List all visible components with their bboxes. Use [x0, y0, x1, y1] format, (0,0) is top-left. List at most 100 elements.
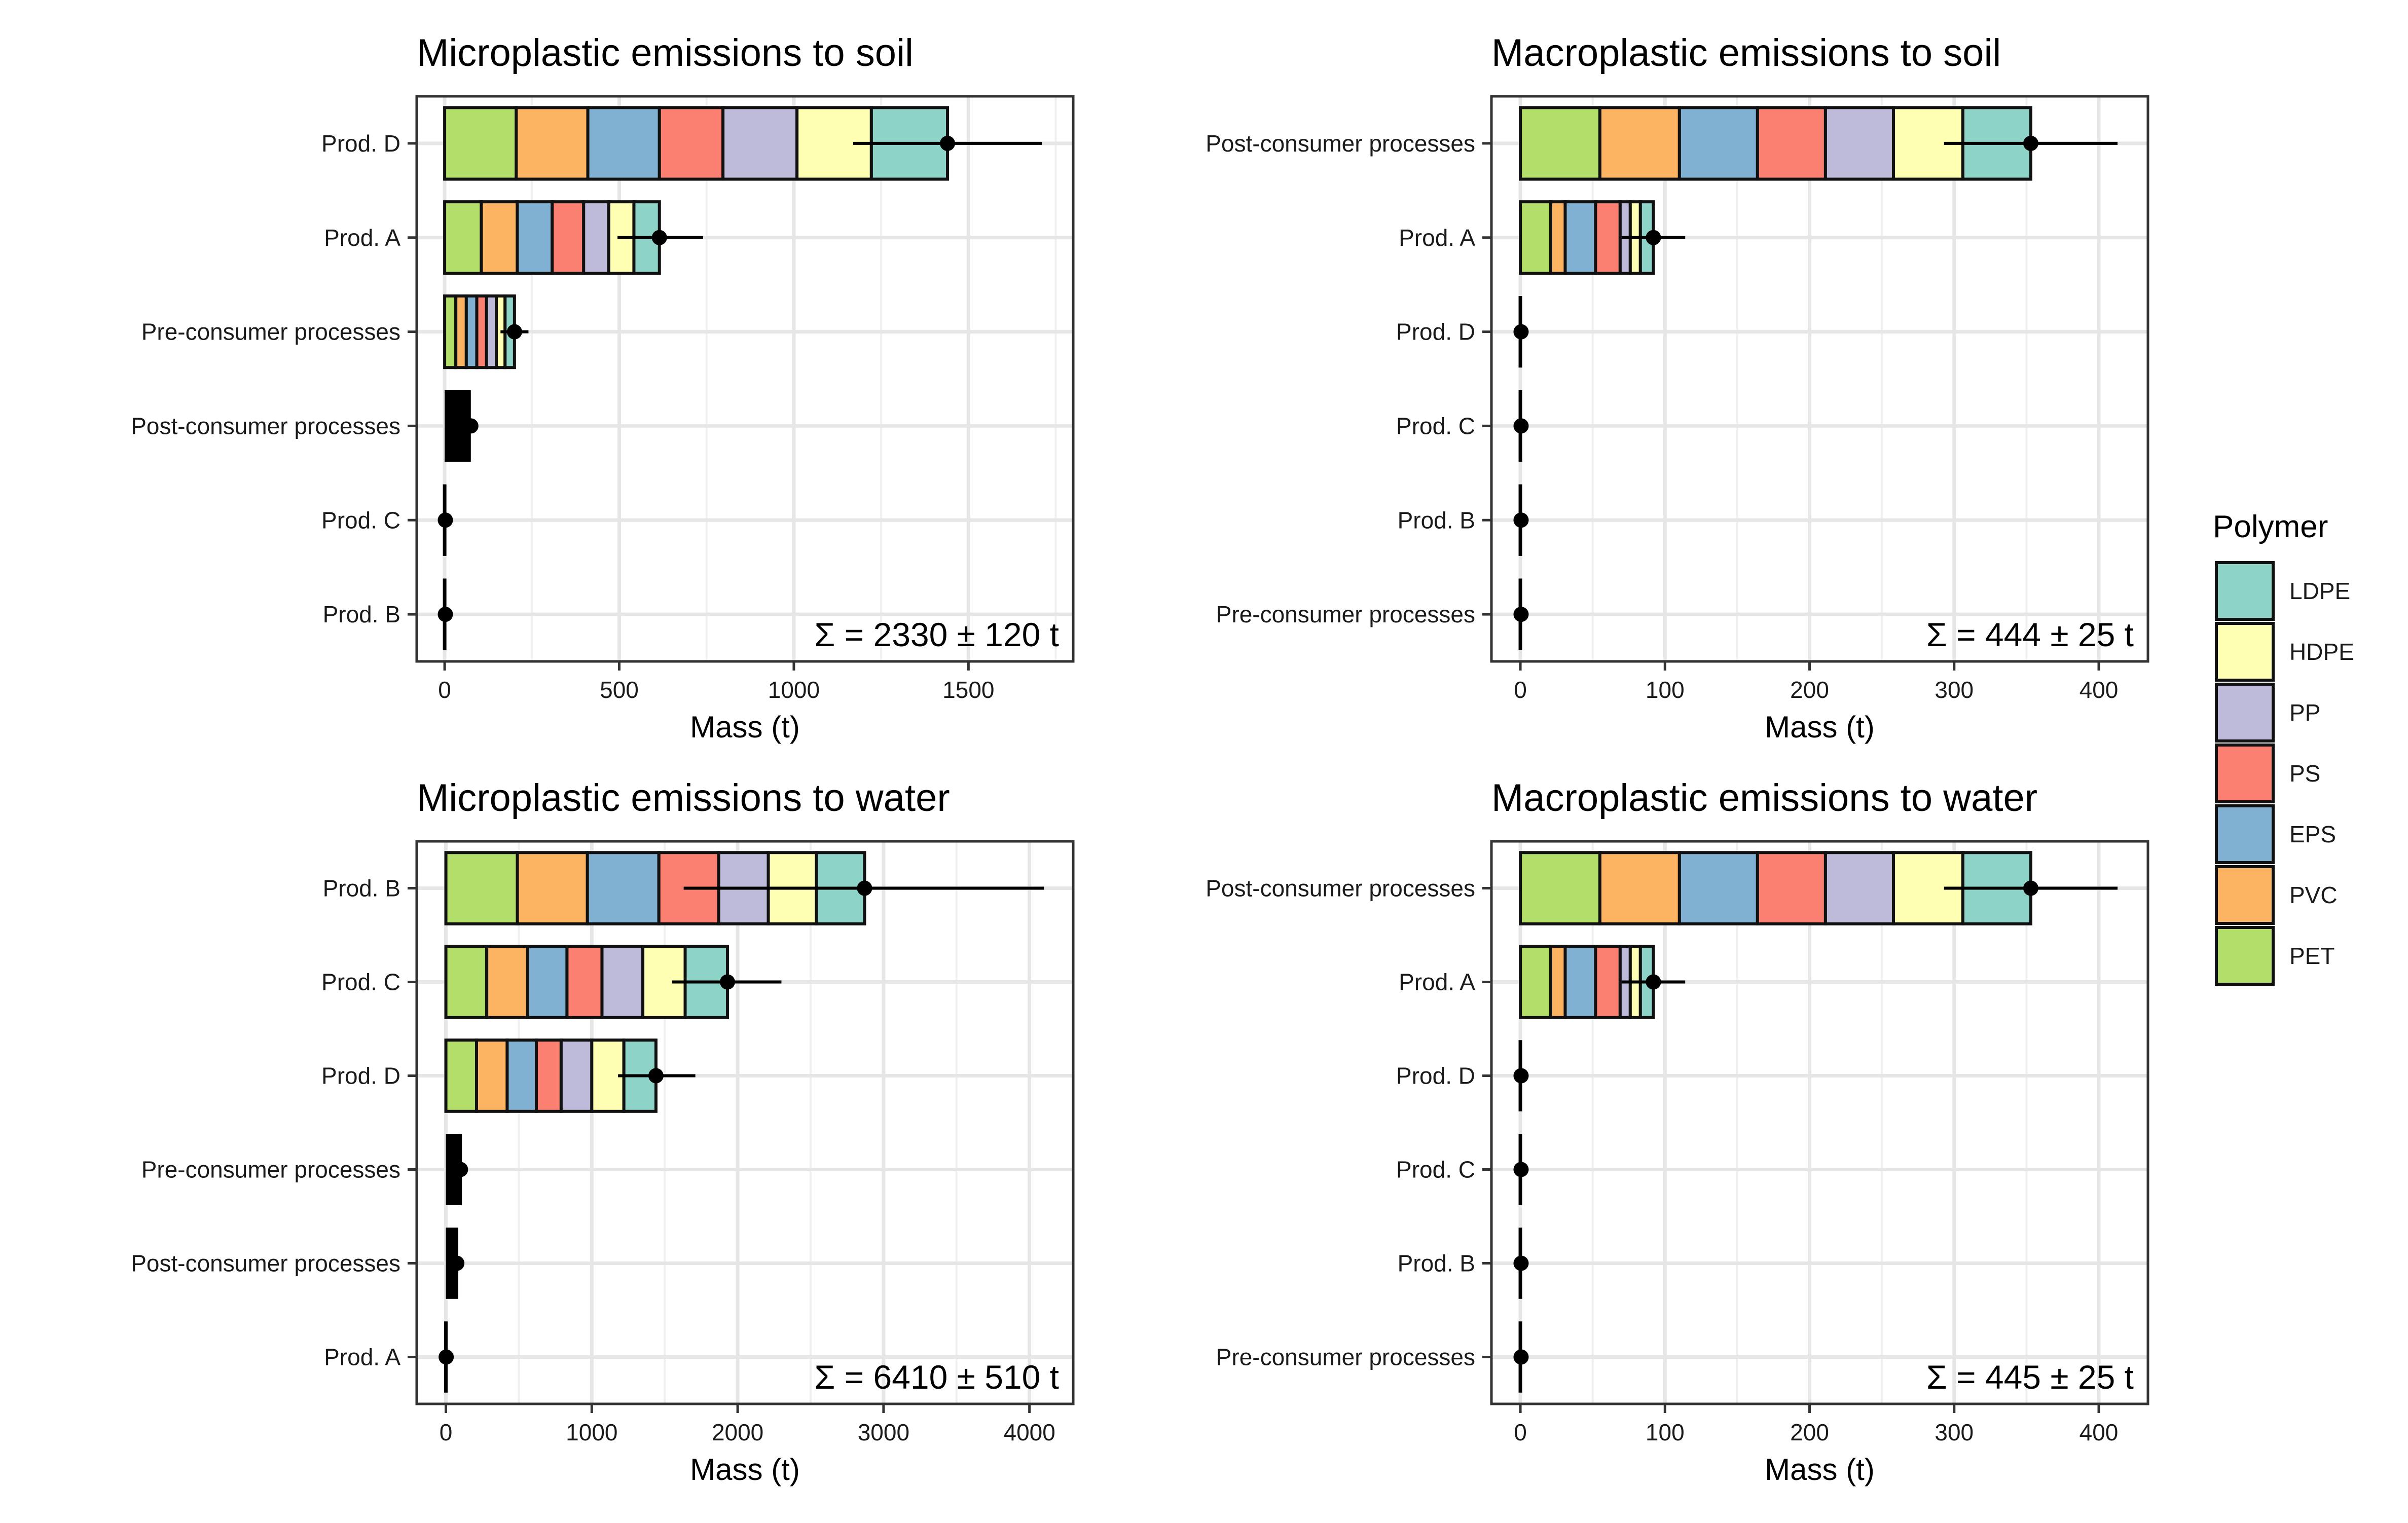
x-tick-label: 1000 — [768, 677, 820, 703]
bar-segment-eps — [1563, 945, 1597, 1019]
y-tick-label: Prod. C — [1396, 413, 1475, 439]
legend-swatch-ps — [2215, 744, 2275, 803]
legend-label-ps: PS — [2289, 760, 2320, 787]
y-tick-label: Prod. B — [323, 875, 400, 902]
y-tick-label: Post-consumer processes — [1206, 875, 1475, 902]
bar-segment-ps — [551, 200, 586, 275]
sum-annotation: Σ = 445 ± 25 t — [1926, 1358, 2134, 1396]
panel-title: Microplastic emissions to soil — [417, 31, 914, 75]
legend-label-ldpe: LDPE — [2289, 578, 2350, 604]
bar-segment-pet — [1519, 106, 1601, 181]
chart-panel-4: Post-consumer processes Prod. A Prod. D Pro… — [1206, 776, 2149, 1487]
bar-segment-pet — [443, 200, 483, 275]
bar-segment-pet — [443, 106, 518, 181]
y-tick-label: Prod. D — [1396, 1063, 1475, 1089]
y-tick-label: Prod. D — [321, 1063, 400, 1089]
x-tick-label: 0 — [1514, 1419, 1527, 1445]
x-tick-label: 200 — [1790, 1419, 1829, 1445]
plot-area — [417, 841, 1073, 1404]
chart-panel-1: Prod. D Prod. A Pre-consumer processes Post… — [131, 31, 1075, 744]
bar-segment-eps — [586, 851, 661, 925]
y-tick-label: Prod. A — [324, 1344, 400, 1370]
x-tick-label: 200 — [1790, 677, 1829, 703]
bar-segment-pp — [559, 1038, 594, 1113]
plot-area — [417, 96, 1073, 661]
total-point — [1513, 1349, 1529, 1365]
legend-swatch-hdpe — [2215, 622, 2275, 682]
bar-segment-ps — [1756, 106, 1827, 181]
x-tick-label: 0 — [438, 677, 451, 703]
total-point — [2023, 135, 2038, 151]
x-tick-label: 1000 — [566, 1419, 617, 1445]
y-tick-label: Prod. B — [1398, 1250, 1475, 1277]
bar-segment-ps — [658, 106, 725, 181]
y-tick-label: Post-consumer processes — [1206, 130, 1475, 157]
total-point — [940, 135, 956, 151]
x-tick-label: 100 — [1646, 677, 1685, 703]
bar-segment-pvc — [485, 945, 529, 1019]
panel-title: Macroplastic emissions to soil — [1491, 31, 2001, 75]
plot-border — [415, 840, 1075, 1405]
sum-annotation: Σ = 2330 ± 120 t — [814, 616, 1059, 653]
y-tick-label: Prod. C — [321, 969, 400, 995]
bar-segment-pet — [1519, 200, 1552, 275]
x-tick-label: 100 — [1646, 1419, 1685, 1445]
y-tick-label: Pre-consumer processes — [141, 1157, 400, 1183]
total-point — [2023, 880, 2038, 896]
bar-segment-pvc — [454, 294, 468, 369]
y-tick-label: Prod. A — [324, 225, 400, 251]
total-point — [439, 1349, 454, 1365]
x-tick-label: 500 — [600, 677, 639, 703]
x-tick-label: 3000 — [858, 1419, 909, 1445]
legend-swatch-pp — [2215, 683, 2275, 742]
total-point — [1513, 512, 1529, 528]
bar-segment-pvc — [475, 1038, 509, 1113]
bar-segment-pvc — [1549, 200, 1567, 275]
bar-segment-eps — [505, 1038, 538, 1113]
total-point — [437, 512, 453, 528]
x-axis-label: Mass (t) — [690, 1453, 800, 1487]
x-axis-label: Mass (t) — [1765, 710, 1875, 744]
y-tick-label: Prod. B — [323, 601, 400, 627]
legend: Polymer LDPE HDPE PP PS EPS PVC PET — [2213, 509, 2354, 986]
sum-annotation: Σ = 6410 ± 510 t — [814, 1358, 1059, 1396]
bar-segment-ps — [1756, 851, 1827, 925]
bar-segment-pvc — [1598, 106, 1681, 181]
bar-segment-pet — [1519, 945, 1552, 1019]
legend-swatch-ldpe — [2215, 561, 2275, 621]
x-tick-label: 4000 — [1003, 1419, 1055, 1445]
plot-border — [415, 95, 1075, 663]
bar-segment-pp — [600, 945, 645, 1019]
y-tick-label: Prod. C — [1396, 1157, 1475, 1183]
y-tick-label: Prod. C — [321, 507, 400, 533]
y-tick-label: Pre-consumer processes — [141, 319, 400, 345]
total-point — [648, 1068, 664, 1084]
total-point — [1513, 324, 1529, 340]
bar-segment-pet — [444, 851, 519, 925]
y-tick-label: Prod. A — [1399, 225, 1475, 251]
bar-segment-eps — [586, 106, 661, 181]
bar-segment-eps — [1563, 200, 1597, 275]
bar-segment-ps — [565, 945, 604, 1019]
y-tick-label: Prod. D — [321, 130, 400, 157]
bar-segment-ps — [1594, 945, 1622, 1019]
legend-swatch-pet — [2215, 926, 2275, 986]
legend-title: Polymer — [2213, 509, 2328, 544]
bar-segment-pet — [444, 945, 489, 1019]
chart-panel-2: Post-consumer processes Prod. A Prod. D Pro… — [1206, 31, 2149, 744]
total-point — [1513, 1162, 1529, 1177]
total-point — [1513, 1255, 1529, 1271]
panel-title: Microplastic emissions to water — [417, 776, 950, 820]
bar-segment-pp — [582, 200, 610, 275]
total-point — [1646, 230, 1661, 245]
x-axis-label: Mass (t) — [1765, 1453, 1875, 1487]
bar-segment-pvc — [1598, 851, 1681, 925]
chart-panel-3: Prod. B Prod. C Prod. D Pre-consumer proces… — [131, 776, 1075, 1487]
y-tick-label: Pre-consumer processes — [1216, 601, 1475, 627]
x-tick-label: 2000 — [712, 1419, 763, 1445]
legend-swatch-pvc — [2215, 865, 2275, 925]
bar-segment-pet — [444, 1038, 478, 1113]
total-point — [719, 974, 735, 990]
